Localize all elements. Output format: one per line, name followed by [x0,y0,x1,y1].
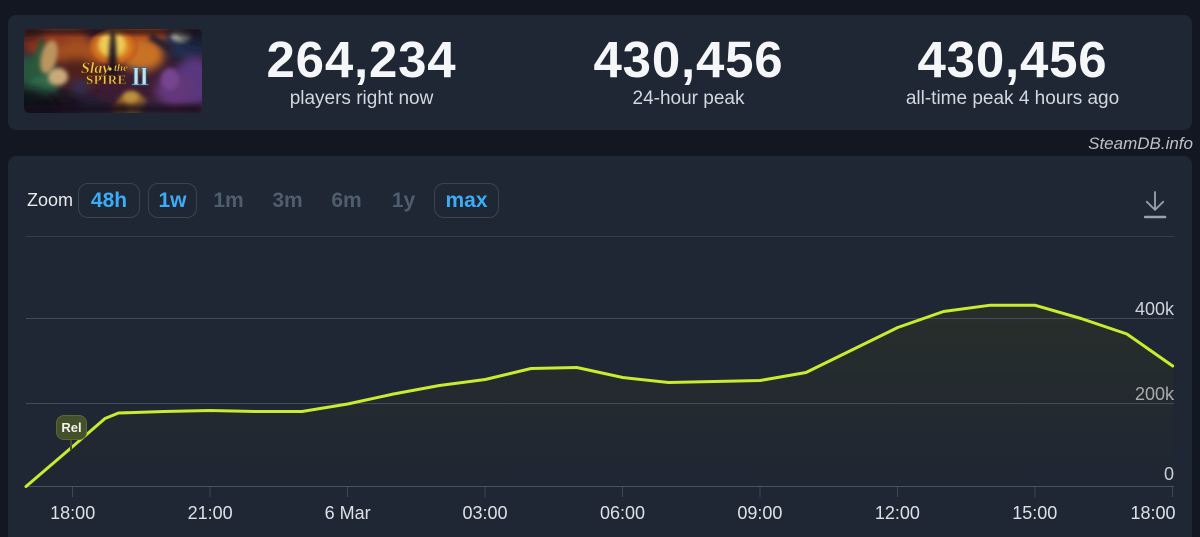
svg-text:Slay: Slay [81,60,110,77]
svg-text:II: II [131,62,149,91]
svg-text:the: the [114,62,128,74]
svg-text:SPIRE: SPIRE [86,72,127,87]
